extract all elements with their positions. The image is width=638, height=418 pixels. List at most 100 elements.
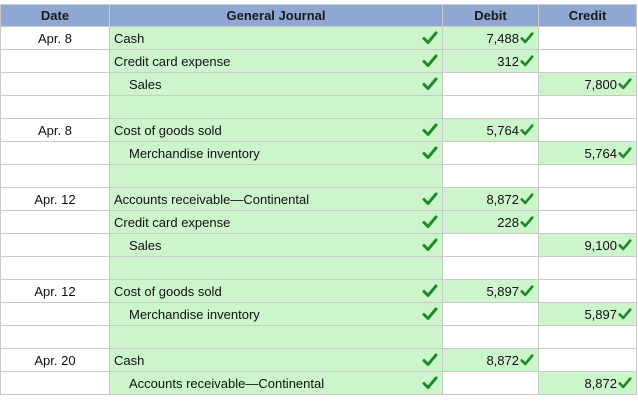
- entry-date-cell: [0, 233, 110, 257]
- debit-cell[interactable]: 8,872: [442, 187, 539, 211]
- account-name: Cost of goods sold: [114, 283, 222, 299]
- account-cell[interactable]: Cash: [109, 348, 443, 372]
- debit-cell[interactable]: [442, 233, 539, 257]
- entry-date-cell: Apr. 20: [0, 348, 110, 372]
- check-icon: [422, 123, 438, 136]
- entry-date-cell: [0, 325, 110, 349]
- account-name: Cash: [114, 352, 145, 368]
- credit-cell[interactable]: 9,100: [538, 233, 637, 257]
- credit-cell[interactable]: [538, 210, 637, 234]
- entry-date-cell: [0, 141, 110, 165]
- debit-cell[interactable]: [442, 325, 539, 349]
- debit-cell[interactable]: [442, 164, 539, 188]
- account-name: Credit card expense: [114, 214, 231, 230]
- credit-cell[interactable]: 5,897: [538, 302, 637, 326]
- entry-date-cell: [0, 256, 110, 280]
- spacer-row: [0, 164, 637, 188]
- account-cell[interactable]: [109, 256, 443, 280]
- account-cell[interactable]: Merchandise inventory: [109, 141, 443, 165]
- credit-cell[interactable]: [538, 348, 637, 372]
- debit-cell[interactable]: 312: [442, 49, 539, 73]
- account-cell[interactable]: Credit card expense: [109, 210, 443, 234]
- account-cell[interactable]: Accounts receivable—Continental: [109, 187, 443, 211]
- debit-cell[interactable]: [442, 256, 539, 280]
- credit-amount: 5,897: [584, 307, 617, 322]
- check-icon: [618, 377, 632, 389]
- credit-amount: 9,100: [584, 238, 617, 253]
- account-cell[interactable]: Sales: [109, 233, 443, 257]
- account-cell[interactable]: Credit card expense: [109, 49, 443, 73]
- check-icon: [618, 308, 632, 320]
- debit-amount: 5,764: [486, 123, 519, 138]
- debit-cell[interactable]: 7,488: [442, 26, 539, 50]
- account-cell[interactable]: [109, 325, 443, 349]
- debit-column-header: Debit: [442, 4, 539, 27]
- debit-cell[interactable]: 5,897: [442, 279, 539, 303]
- spacer-row: [0, 256, 637, 280]
- account-name: Credit card expense: [114, 53, 231, 69]
- account-cell[interactable]: Cost of goods sold: [109, 279, 443, 303]
- account-cell[interactable]: [109, 164, 443, 188]
- entry-date-cell: [0, 49, 110, 73]
- journal-row: Apr. 8 Cost of goods sold 5,764: [0, 118, 637, 142]
- credit-cell[interactable]: [538, 49, 637, 73]
- credit-cell[interactable]: [538, 95, 637, 119]
- account-name: Accounts receivable—Continental: [129, 375, 325, 391]
- account-cell[interactable]: Accounts receivable—Continental: [109, 371, 443, 395]
- credit-cell[interactable]: [538, 118, 637, 142]
- entry-date-cell: [0, 95, 110, 119]
- account-cell[interactable]: Merchandise inventory: [109, 302, 443, 326]
- account-cell[interactable]: Cost of goods sold: [109, 118, 443, 142]
- check-icon: [422, 284, 438, 297]
- credit-cell[interactable]: [538, 164, 637, 188]
- journal-row: Apr. 20 Cash 8,872: [0, 348, 637, 372]
- check-icon: [618, 239, 632, 251]
- journal-row: Merchandise inventory 5,897: [0, 302, 637, 326]
- credit-amount: 8,872: [584, 376, 617, 391]
- debit-cell[interactable]: [442, 72, 539, 96]
- debit-cell[interactable]: [442, 302, 539, 326]
- journal-row: Sales 7,800: [0, 72, 637, 96]
- debit-cell[interactable]: [442, 95, 539, 119]
- account-cell[interactable]: [109, 95, 443, 119]
- entry-date-cell: [0, 72, 110, 96]
- check-icon: [422, 376, 438, 389]
- spacer-row: [0, 325, 637, 349]
- check-icon: [618, 147, 632, 159]
- credit-cell[interactable]: 5,764: [538, 141, 637, 165]
- entry-date-cell: [0, 302, 110, 326]
- journal-row: Accounts receivable—Continental 8,872: [0, 371, 637, 395]
- journal-row: Sales 9,100: [0, 233, 637, 257]
- check-icon: [520, 55, 534, 67]
- debit-cell[interactable]: 5,764: [442, 118, 539, 142]
- credit-cell[interactable]: 8,872: [538, 371, 637, 395]
- debit-cell[interactable]: 228: [442, 210, 539, 234]
- account-name: Merchandise inventory: [129, 306, 260, 322]
- credit-cell[interactable]: 7,800: [538, 72, 637, 96]
- debit-amount: 228: [497, 215, 519, 230]
- credit-cell[interactable]: [538, 26, 637, 50]
- check-icon: [422, 238, 438, 251]
- credit-cell[interactable]: [538, 256, 637, 280]
- account-name: Sales: [129, 237, 162, 253]
- entry-date-cell: [0, 371, 110, 395]
- credit-cell[interactable]: [538, 187, 637, 211]
- account-cell[interactable]: Cash: [109, 26, 443, 50]
- check-icon: [520, 354, 534, 366]
- entry-date-cell: Apr. 12: [0, 187, 110, 211]
- account-cell[interactable]: Sales: [109, 72, 443, 96]
- credit-cell[interactable]: [538, 279, 637, 303]
- check-icon: [422, 192, 438, 205]
- entry-date-cell: [0, 210, 110, 234]
- debit-cell[interactable]: [442, 371, 539, 395]
- debit-amount: 5,897: [486, 284, 519, 299]
- debit-cell[interactable]: [442, 141, 539, 165]
- check-icon: [520, 216, 534, 228]
- header-row: Date General Journal Debit Credit: [0, 4, 637, 27]
- check-icon: [422, 146, 438, 159]
- debit-amount: 312: [497, 54, 519, 69]
- credit-cell[interactable]: [538, 325, 637, 349]
- check-icon: [520, 193, 534, 205]
- date-column-header: Date: [0, 4, 110, 27]
- debit-cell[interactable]: 8,872: [442, 348, 539, 372]
